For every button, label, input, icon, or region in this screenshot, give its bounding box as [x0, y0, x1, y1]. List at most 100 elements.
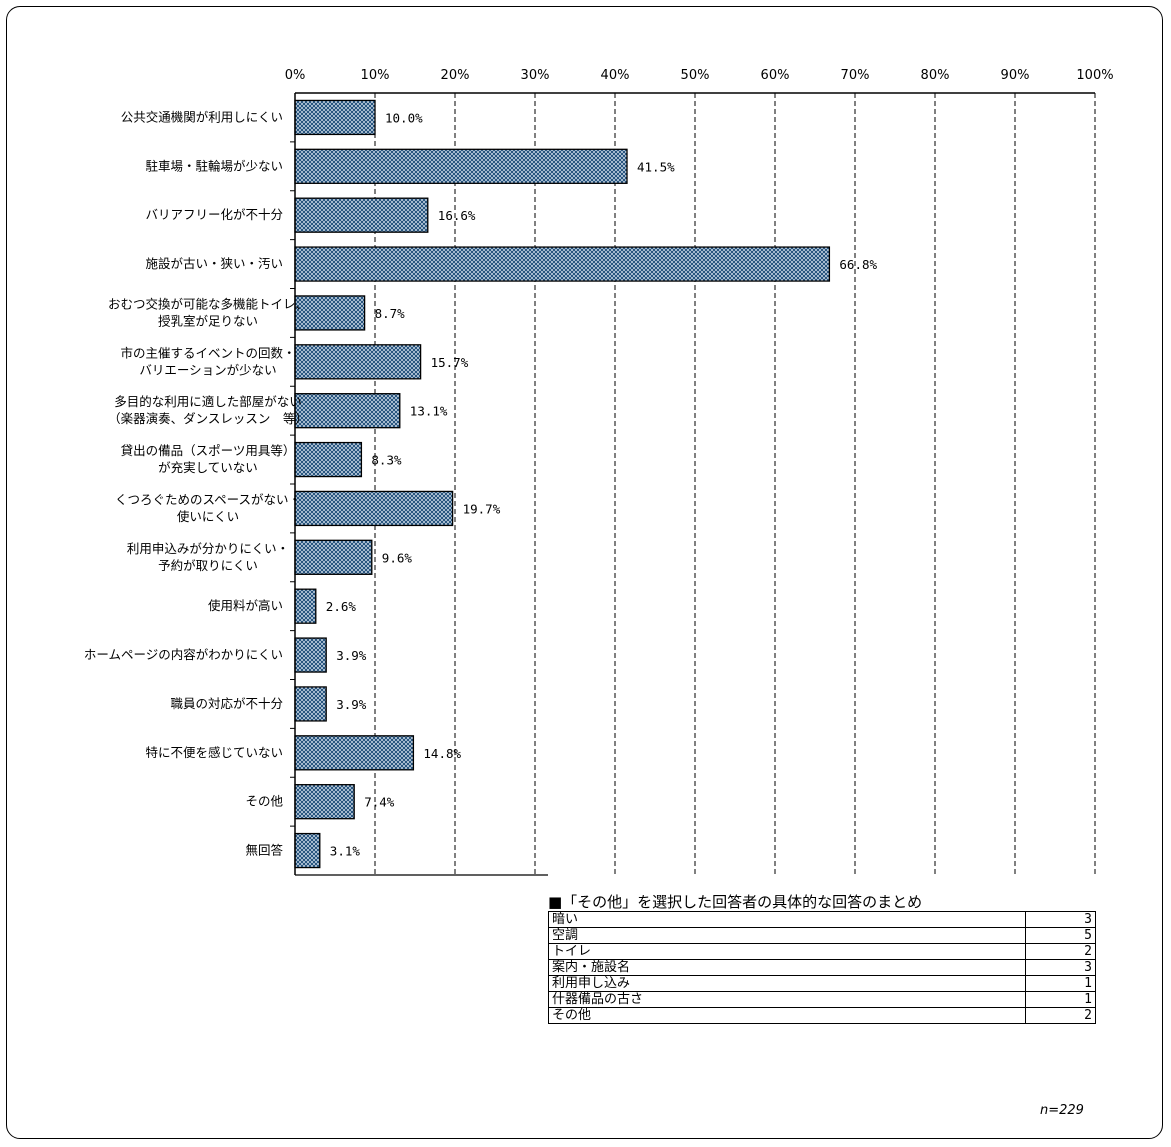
summary-row-count: 1 [1025, 991, 1096, 1008]
summary-row: その他 2 [548, 1007, 1096, 1024]
x-tick-label: 60% [761, 68, 790, 83]
x-tick-label: 50% [681, 68, 710, 83]
axes [294, 92, 1095, 876]
bar [294, 246, 831, 282]
x-tick-label: 100% [1076, 68, 1113, 83]
bar-value-label: 8.7% [375, 306, 406, 321]
bar [294, 490, 454, 527]
summary-row-count: 3 [1025, 959, 1096, 976]
category-label-line: 施設が古い・狭い・汚い [145, 256, 283, 271]
summary-row: トイレ 2 [548, 943, 1096, 960]
x-tick-label: 20% [441, 68, 470, 83]
x-tick-label: 0% [285, 68, 306, 83]
category-label-line: ホームページの内容がわかりにくい [84, 647, 283, 662]
summary-row-label: 案内・施設名 [548, 959, 1026, 976]
summary-row: 什器備品の古さ 1 [548, 991, 1096, 1008]
bar-value-label: 3.9% [336, 648, 367, 663]
category-label-line: バリアフリー化が不十分 [145, 207, 283, 222]
value-labels: 10.0% 41.5% 16.6% 66.8% 8.7% 15.7% 13.1% 8.3% 19… [326, 110, 878, 858]
bar-value-label: 7.4% [364, 795, 395, 810]
bar-value-label: 66.8% [839, 257, 877, 272]
summary-row-count: 2 [1025, 943, 1096, 960]
category-label-line: 駐車場・駐輪場が少ない [145, 158, 283, 173]
bar-value-label: 14.8% [423, 746, 461, 761]
category-label-line: が充実していない [158, 460, 258, 475]
category-label-line: 特に不便を感じていない [145, 745, 283, 760]
category-label-line: 公共交通機関が利用しにくい [121, 109, 283, 124]
category-label: ホームページの内容がわかりにくい [84, 647, 283, 662]
summary-row-label: 空調 [548, 927, 1026, 944]
bar-value-label: 15.7% [431, 355, 469, 370]
summary-row-label: 什器備品の古さ [548, 991, 1026, 1008]
category-label: 貸出の備品（スポーツ用具等） が充実していない [121, 443, 296, 475]
bar-value-label: 3.9% [336, 697, 367, 712]
category-label: 利用申込みが分かりにくい・予約が取りにくい [127, 541, 289, 573]
category-label: 職員の対応が不十分 [170, 696, 283, 711]
bar-value-label: 16.6% [438, 208, 476, 223]
category-label: 多目的な利用に適した部屋がない （楽器演奏、ダンスレッスン 等） [108, 394, 308, 426]
category-label-line: 使いにくい [177, 509, 239, 524]
bars [294, 99, 831, 869]
category-label-line: 職員の対応が不十分 [170, 696, 283, 711]
bar-value-label: 2.6% [326, 599, 357, 614]
bar [294, 148, 628, 184]
category-label-line: 無回答 [245, 843, 283, 858]
summary-row-count: 3 [1025, 911, 1096, 928]
category-label: バリアフリー化が不十分 [145, 207, 283, 222]
bar-value-label: 41.5% [637, 159, 675, 174]
bar [294, 686, 327, 722]
x-tick-label: 10% [361, 68, 390, 83]
bar-value-label: 19.7% [463, 501, 501, 516]
category-label-line: くつろぐためのスペースがない・ [115, 492, 301, 507]
summary-row-count: 5 [1025, 927, 1096, 944]
category-label-line: 貸出の備品（スポーツ用具等） [121, 443, 296, 458]
category-label-line: 授乳室が足りない [158, 313, 258, 328]
x-tick-label: 30% [521, 68, 550, 83]
category-label: 施設が古い・狭い・汚い [145, 256, 283, 271]
bar-value-label: 3.1% [330, 844, 361, 859]
sample-size-label: n=229 [1040, 1103, 1084, 1118]
summary-row-count: 2 [1025, 1007, 1096, 1024]
bar [294, 784, 355, 820]
category-label-line: 使用料が高い [208, 598, 283, 613]
x-axis-ticks: 0% 10% 20% 30% 40% 50% 60% 70% 80% 90% 100% [285, 68, 1114, 83]
bar [294, 735, 415, 771]
summary-row-label: その他 [548, 1007, 1026, 1024]
category-label: 市の主催するイベントの回数・バリエーションが少ない [120, 345, 295, 377]
summary-row: 暗い 3 [548, 911, 1096, 928]
summary-row-label: 暗い [548, 911, 1026, 928]
category-label-line: 市の主催するイベントの回数・ [120, 345, 295, 360]
x-tick-label: 70% [841, 68, 870, 83]
summary-row-label: 利用申し込み [548, 975, 1026, 992]
summary-row: 利用申し込み 1 [548, 975, 1096, 992]
category-label: 駐車場・駐輪場が少ない [145, 158, 283, 173]
category-label: 特に不便を感じていない [145, 745, 283, 760]
x-tick-label: 80% [921, 68, 950, 83]
summary-row-count: 1 [1025, 975, 1096, 992]
x-tick-label: 90% [1001, 68, 1030, 83]
bar [294, 588, 317, 624]
summary-row: 空調 5 [548, 927, 1096, 944]
bar [294, 832, 321, 869]
summary-row-label: トイレ [548, 943, 1026, 960]
category-label-line: 多目的な利用に適した部屋がない [114, 394, 302, 409]
bar [294, 539, 373, 575]
bar [294, 393, 401, 429]
category-label: その他 [245, 794, 283, 809]
other-responses-summary: ■「その他」を選択した回答者の具体的な回答のまとめ 暗い 3 空調 5 トイレ 2 案内・施… [548, 893, 1096, 1024]
category-label: 使用料が高い [208, 598, 283, 613]
category-label-line: 予約が取りにくい [158, 558, 258, 573]
bar-value-label: 8.3% [371, 453, 402, 468]
category-label: くつろぐためのスペースがない・使いにくい [115, 492, 301, 524]
summary-row: 案内・施設名 3 [548, 959, 1096, 976]
grid-lines [374, 93, 1096, 875]
x-tick-label: 40% [601, 68, 630, 83]
chart-frame [6, 6, 1163, 1139]
bar [294, 441, 363, 478]
category-label: 公共交通機関が利用しにくい [121, 109, 283, 124]
category-label-line: （楽器演奏、ダンスレッスン 等） [108, 411, 308, 426]
category-label-line: 利用申込みが分かりにくい・ [127, 541, 289, 556]
bar-value-label: 10.0% [385, 110, 423, 125]
category-label-line: バリエーションが少ない [139, 362, 276, 377]
